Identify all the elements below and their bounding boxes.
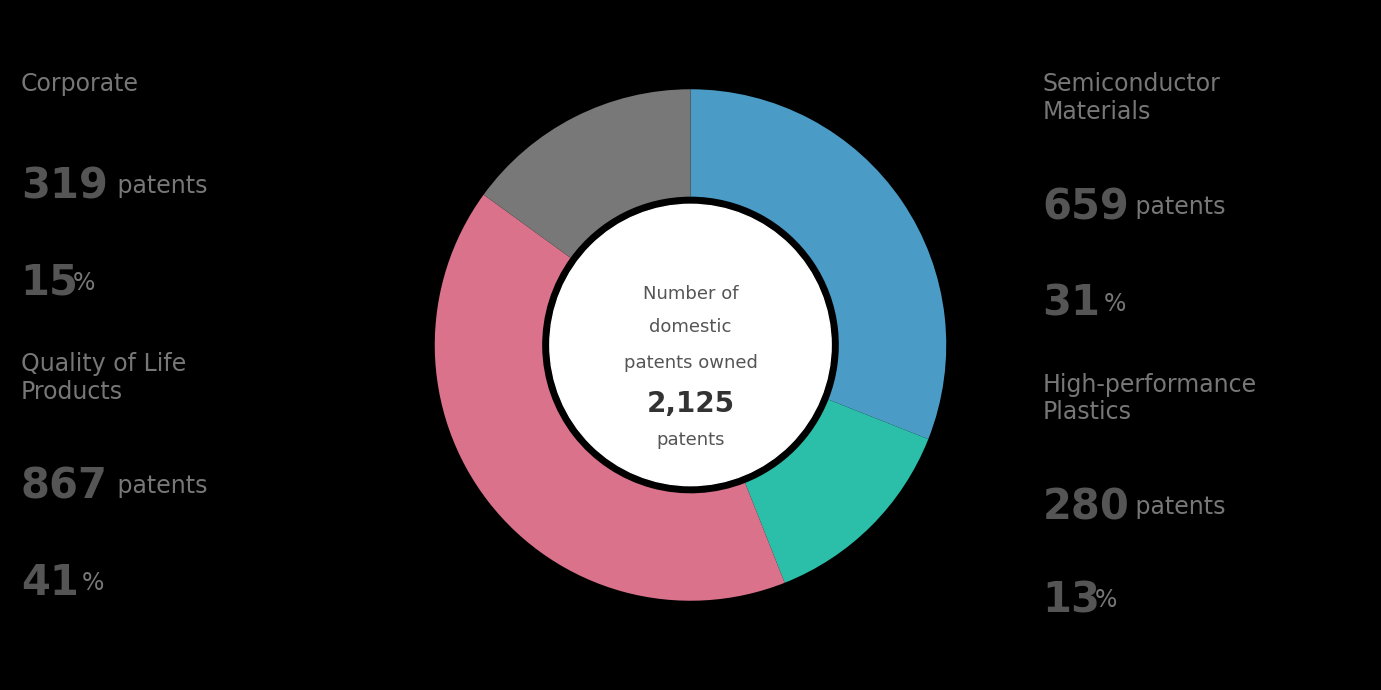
Text: 867: 867: [21, 466, 108, 507]
Text: Quality of Life
Products: Quality of Life Products: [21, 352, 186, 404]
Text: 15: 15: [21, 262, 79, 304]
Text: patents: patents: [1128, 195, 1226, 219]
Text: patents: patents: [1128, 495, 1226, 519]
Text: 41: 41: [21, 562, 79, 604]
Text: patents: patents: [110, 175, 209, 198]
Text: 2,125: 2,125: [646, 390, 735, 418]
Text: %: %: [1103, 292, 1126, 315]
Text: Corporate: Corporate: [21, 72, 138, 97]
Wedge shape: [435, 195, 784, 601]
Text: Number of: Number of: [642, 285, 739, 303]
Text: Semiconductor
Materials: Semiconductor Materials: [1043, 72, 1221, 124]
Text: 280: 280: [1043, 486, 1130, 528]
Text: %: %: [1095, 589, 1117, 612]
Text: %: %: [73, 271, 95, 295]
Wedge shape: [690, 89, 946, 439]
Wedge shape: [746, 400, 928, 583]
Text: domestic: domestic: [649, 318, 732, 336]
Text: 659: 659: [1043, 186, 1130, 228]
Text: 319: 319: [21, 166, 108, 207]
Text: patents: patents: [110, 475, 209, 498]
Text: %: %: [81, 571, 104, 595]
Text: patents owned: patents owned: [624, 354, 757, 372]
Text: 31: 31: [1043, 283, 1101, 324]
Text: High-performance
Plastics: High-performance Plastics: [1043, 373, 1257, 424]
Text: patents: patents: [656, 431, 725, 448]
Text: 13: 13: [1043, 580, 1101, 621]
Wedge shape: [483, 89, 690, 258]
Circle shape: [550, 204, 831, 486]
